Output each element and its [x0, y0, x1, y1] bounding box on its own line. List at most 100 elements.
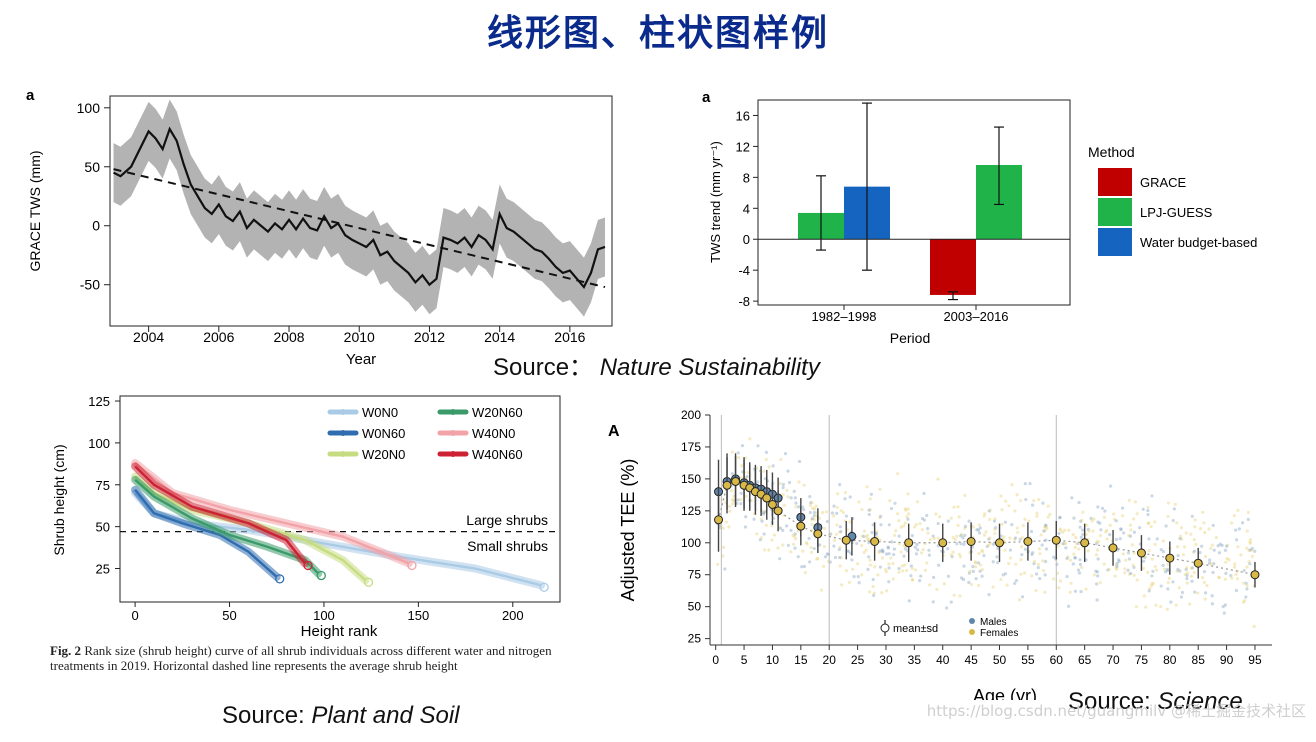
background-point	[1166, 587, 1170, 591]
background-point	[1135, 578, 1139, 582]
source-journal: Nature Sustainability	[599, 354, 820, 381]
background-point	[787, 480, 792, 485]
background-point	[999, 494, 1003, 498]
background-point	[1087, 529, 1091, 533]
background-point	[772, 533, 777, 537]
background-point	[771, 464, 775, 468]
background-point	[1189, 566, 1193, 571]
background-point	[1246, 517, 1250, 522]
background-point	[814, 504, 818, 508]
background-point	[936, 536, 940, 540]
background-point	[878, 549, 882, 553]
background-point	[829, 532, 833, 536]
x-tick-label: 2003–2016	[943, 309, 1008, 324]
background-point	[731, 502, 735, 506]
background-point	[867, 555, 871, 559]
background-point	[852, 574, 856, 579]
x-tick-label: 5	[741, 653, 748, 667]
background-point	[958, 555, 962, 559]
background-point	[1175, 545, 1180, 549]
background-point	[1046, 504, 1050, 508]
background-point	[920, 528, 925, 532]
background-point	[1104, 530, 1108, 534]
background-point	[988, 536, 992, 540]
background-point	[1122, 531, 1126, 535]
background-point	[1182, 545, 1187, 549]
background-point	[1019, 558, 1023, 562]
background-point	[1192, 538, 1196, 542]
background-point	[949, 553, 954, 557]
background-point	[1058, 527, 1062, 531]
background-point	[1200, 544, 1204, 548]
background-point	[1236, 508, 1240, 512]
background-point	[1192, 549, 1197, 553]
background-point	[808, 503, 812, 508]
background-point	[809, 501, 813, 505]
background-point	[884, 552, 889, 556]
background-point	[927, 583, 932, 587]
background-point	[1146, 521, 1150, 525]
background-point	[1166, 569, 1170, 573]
background-point	[864, 548, 868, 552]
legend-marker	[969, 618, 975, 624]
background-point	[1176, 567, 1180, 571]
background-point	[1015, 493, 1019, 497]
background-point	[868, 558, 872, 562]
background-point	[1077, 547, 1081, 551]
background-point	[838, 530, 842, 534]
background-point	[844, 569, 848, 573]
background-point	[744, 494, 748, 498]
background-point	[1080, 518, 1084, 522]
background-point	[1141, 559, 1146, 563]
background-point	[779, 457, 783, 462]
background-point	[899, 525, 903, 529]
x-tick-label: 0	[131, 608, 138, 623]
background-point	[1029, 529, 1034, 534]
background-point	[810, 522, 814, 526]
background-point	[883, 568, 888, 572]
background-point	[900, 564, 904, 568]
background-point	[1073, 545, 1077, 549]
y-tick-label: 16	[736, 108, 750, 123]
y-tick-label: 50	[688, 600, 702, 614]
mean-point-females	[1136, 548, 1146, 558]
background-point	[1129, 571, 1133, 576]
background-point	[857, 581, 861, 585]
y-tick-label: 150	[681, 472, 701, 486]
background-point	[932, 575, 936, 579]
background-point	[880, 556, 885, 560]
background-point	[866, 567, 870, 571]
background-point	[1073, 555, 1077, 560]
background-point	[1217, 576, 1221, 580]
background-point	[1120, 506, 1125, 510]
x-tick-label: 2016	[554, 329, 585, 345]
background-point	[1058, 528, 1063, 532]
background-point	[959, 576, 964, 580]
background-point	[843, 497, 847, 501]
background-point	[781, 486, 785, 490]
background-point	[1132, 530, 1137, 534]
legend-label: Females	[980, 628, 1018, 639]
background-point	[797, 459, 802, 464]
background-point	[1203, 554, 1208, 559]
background-point	[812, 514, 816, 518]
background-point	[1192, 570, 1196, 575]
background-point	[1102, 515, 1107, 520]
background-point	[1146, 570, 1150, 574]
background-point	[1242, 568, 1246, 573]
background-point	[956, 505, 960, 509]
background-point	[838, 525, 843, 529]
plot-frame	[119, 395, 561, 603]
background-point	[1063, 541, 1068, 546]
background-point	[1245, 584, 1249, 588]
background-point	[1061, 530, 1065, 534]
x-tick-label: 2010	[344, 329, 375, 345]
background-point	[1234, 528, 1238, 532]
background-point	[1099, 528, 1103, 532]
tws-trend-bar-chart: a 1982–1998 2003–2016 16 12 8 4 0 -4 -8 Period T…	[702, 89, 1257, 346]
background-point	[1098, 581, 1102, 585]
background-point	[975, 528, 979, 532]
background-point	[951, 550, 955, 554]
background-point	[847, 549, 851, 553]
background-point	[985, 544, 989, 548]
